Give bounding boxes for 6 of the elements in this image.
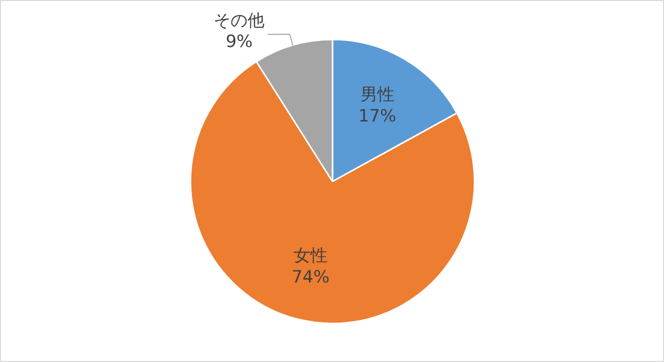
slice-label: 女性 (294, 246, 328, 266)
data-label: 9% (226, 32, 253, 52)
data-label: 17% (358, 106, 396, 126)
data-label: 74% (292, 267, 330, 288)
slice-label: その他 (214, 10, 265, 31)
slice-label: 男性 (360, 85, 394, 106)
